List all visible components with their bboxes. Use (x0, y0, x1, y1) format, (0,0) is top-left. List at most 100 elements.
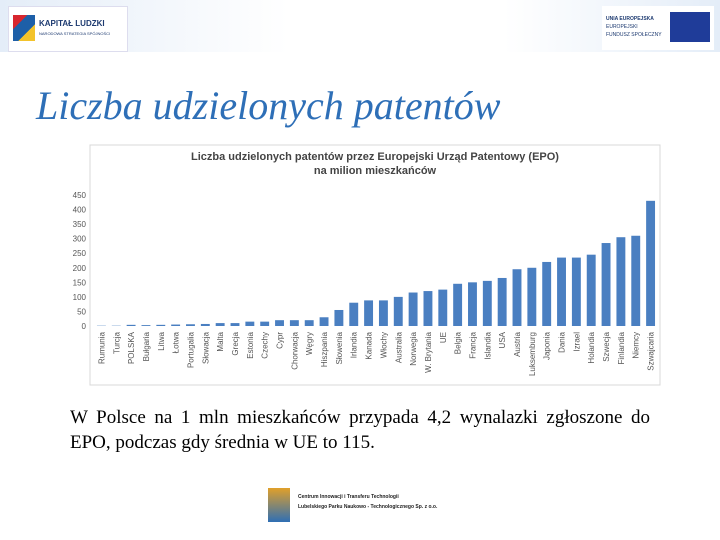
x-tick-label: Japonia (543, 331, 552, 360)
bar (275, 320, 284, 326)
x-tick-label: Islandia (483, 331, 492, 359)
chart-title: Liczba udzielonych patentów przez Europe… (191, 151, 559, 163)
bar (438, 289, 448, 326)
x-tick-label: Turcja (112, 331, 121, 353)
slide-title: Liczba udzielonych patentów (36, 83, 501, 128)
x-tick-label: Litwa (157, 331, 166, 350)
bar (423, 291, 433, 326)
bar (393, 296, 403, 326)
bar (542, 261, 552, 326)
y-tick-label: 350 (73, 220, 87, 229)
x-tick-label: Kanada (365, 331, 374, 359)
bar (245, 321, 255, 326)
y-tick-label: 250 (73, 249, 87, 258)
bar (408, 292, 418, 326)
bar (601, 243, 611, 326)
bar (186, 324, 195, 326)
bar (453, 283, 463, 326)
x-tick-label: Estonia (246, 331, 255, 358)
logo-text: EUROPEJSKI (606, 24, 638, 30)
bar (349, 302, 359, 326)
x-tick-label: Dania (558, 331, 567, 352)
bar (200, 323, 210, 326)
x-tick-label: UE (439, 332, 448, 343)
x-tick-label: Francja (468, 331, 477, 358)
y-tick-label: 150 (73, 278, 87, 287)
x-tick-label: Szwecja (602, 331, 611, 361)
x-tick-label: W. Brytania (424, 331, 433, 372)
bar (631, 235, 641, 326)
x-tick-label: POLSKA (127, 331, 136, 364)
bar (512, 269, 522, 326)
bar (171, 324, 181, 326)
footer-logo: Centrum Innowacji i Transferu Technologi… (268, 486, 458, 526)
x-tick-label: Bułgaria (142, 331, 151, 361)
x-tick-label: Rumunia (97, 331, 106, 364)
chart-frame (89, 144, 661, 386)
bar (616, 237, 626, 326)
x-tick-label: Malta (216, 331, 225, 351)
bar (571, 257, 581, 326)
chart-subtitle: na milion mieszkańców (314, 165, 437, 177)
logo-text: Lubelskiego Parku Naukowo - Technologicz… (298, 504, 438, 510)
logo-text: KAPITAŁ LUDZKI (39, 19, 105, 28)
x-tick-label: Węgry (305, 332, 314, 355)
logo-text: Centrum Innowacji i Transferu Technologi… (298, 494, 399, 500)
y-tick-label: 0 (82, 322, 87, 331)
bar (378, 300, 388, 326)
x-tick-label: Izrael (572, 332, 581, 352)
bar (304, 320, 314, 326)
y-tick-label: 100 (73, 293, 87, 302)
eu-flag (670, 12, 710, 42)
x-tick-label: Włochy (379, 332, 388, 358)
x-tick-label: Niemcy (632, 332, 641, 359)
x-tick-label: Portugalia (186, 331, 195, 368)
bar (646, 200, 656, 326)
x-tick-label: Finlandia (617, 331, 626, 364)
x-tick-label: Grecja (231, 331, 240, 355)
bar (126, 324, 136, 326)
y-tick-label: 200 (73, 264, 87, 273)
x-tick-label: Austria (513, 331, 522, 356)
bar (557, 257, 566, 326)
x-tick-label: Australia (394, 331, 403, 363)
x-tick-label: Chorwacja (290, 331, 299, 369)
right-logo: UNIA EUROPEJSKA EUROPEJSKI FUNDUSZ SPOŁE… (602, 6, 714, 50)
bar (497, 277, 507, 326)
x-tick-label: Belgia (454, 331, 463, 354)
x-tick-label: Łotwa (172, 331, 181, 353)
x-tick-label: Słowacja (201, 331, 210, 364)
logo-icon (268, 488, 290, 522)
bar (215, 323, 225, 326)
y-tick-label: 50 (77, 307, 86, 316)
bar (482, 280, 492, 326)
bar (364, 300, 374, 326)
logo-text: UNIA EUROPEJSKA (606, 16, 654, 22)
x-tick-label: Czechy (261, 332, 270, 359)
x-tick-label: Słowenia (335, 331, 344, 364)
y-tick-label: 300 (73, 235, 87, 244)
bar (586, 254, 596, 326)
logo-text: FUNDUSZ SPOŁECZNY (606, 32, 662, 38)
bar (156, 324, 166, 326)
left-logo: KAPITAŁ LUDZKI NARODOWA STRATEGIA SPÓJNO… (8, 6, 128, 52)
x-tick-label: Hiszpania (320, 331, 329, 367)
x-tick-label: Holandia (587, 331, 596, 363)
x-tick-label: Luksemburg (528, 332, 537, 376)
bar (230, 323, 240, 326)
bar (334, 309, 344, 326)
bar (141, 325, 151, 326)
bar (527, 267, 537, 326)
logo-text: NARODOWA STRATEGIA SPÓJNOŚCI (39, 31, 111, 36)
x-tick-label: Norwegia (409, 331, 418, 365)
logo-icon (13, 15, 35, 41)
y-tick-label: 450 (73, 191, 87, 200)
y-tick-label: 400 (73, 206, 87, 215)
x-tick-label: Szwajcaria (647, 331, 656, 370)
bar (319, 317, 329, 326)
caption: W Polsce na 1 mln mieszkańców przypada 4… (70, 407, 650, 453)
bar (468, 282, 477, 326)
x-tick-label: Cypr (276, 332, 285, 349)
